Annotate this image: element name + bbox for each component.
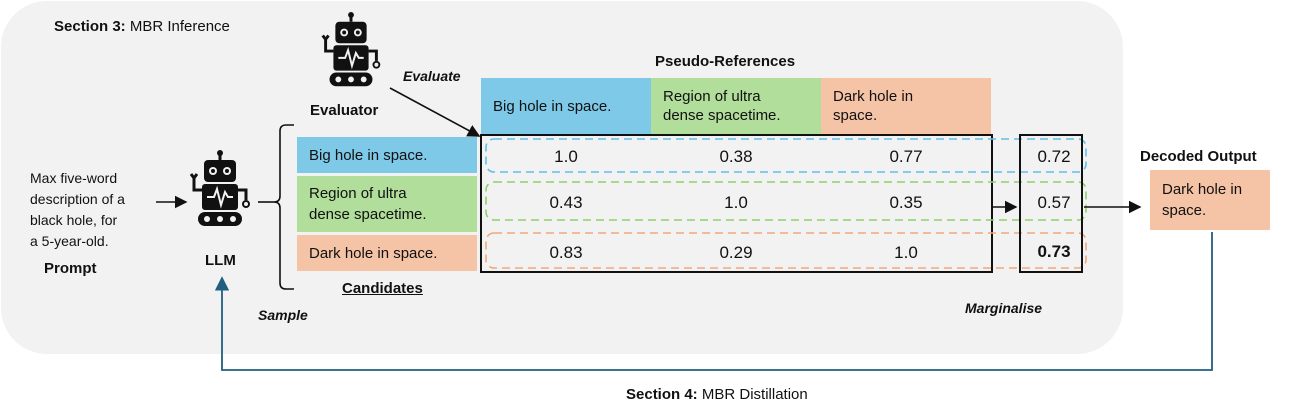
matrix-value: 0.83 — [549, 243, 583, 262]
llm-caption: LLM — [205, 252, 236, 269]
reference-box: Big hole in space. — [481, 78, 651, 134]
score-value: 0.57 — [1037, 193, 1071, 212]
candidates-caption: Candidates — [342, 280, 423, 297]
decoded-output-title: Decoded Output — [1140, 148, 1257, 165]
distillation-loop-arrow — [214, 232, 1213, 371]
prompt-caption: Prompt — [44, 260, 97, 277]
matrix-value: 1.0 — [724, 193, 748, 212]
candidate-text: Region of ultra — [309, 185, 407, 202]
utility-matrix-frame — [480, 134, 993, 273]
matrix-value: 0.38 — [719, 147, 753, 166]
decoded-text: space. — [1162, 202, 1207, 219]
matrix-value: 0.29 — [719, 243, 753, 262]
decoded-text: Dark hole in — [1162, 181, 1243, 198]
reference-text: space. — [833, 107, 878, 124]
matrix-value: 0.35 — [889, 193, 923, 212]
candidates-bracket — [273, 124, 294, 290]
prompt-line: black hole, for — [30, 212, 118, 228]
matrix-value: 0.77 — [889, 147, 923, 166]
evaluator-robot-icon — [321, 12, 381, 87]
reference-text: dense spacetime. — [663, 107, 781, 124]
score-value: 0.72 — [1037, 147, 1071, 166]
section4-title: Section 4: MBR Distillation — [626, 386, 808, 403]
evaluate-arrow — [389, 87, 481, 137]
prompt-line: Max five-word — [30, 170, 118, 186]
marginalise-label: Marginalise — [965, 300, 1043, 316]
reference-box: Region of ultra dense spacetime. — [651, 78, 821, 134]
candidate-text: Dark hole in space. — [309, 244, 438, 262]
mbr-inference-panel — [1, 1, 1123, 354]
row-highlight-blue — [485, 138, 1087, 173]
section4-name: MBR Distillation — [701, 386, 808, 403]
reference-box: Dark hole in space. — [821, 78, 991, 134]
candidate-text: dense spacetime. — [309, 206, 427, 223]
robot-icon — [189, 150, 250, 226]
candidate-box: Big hole in space. — [297, 137, 477, 173]
pseudo-references-title: Pseudo-References — [655, 53, 796, 70]
matrix-value: 1.0 — [554, 147, 578, 166]
matrix-value: 1.0 — [894, 243, 918, 262]
row-highlight-orange — [485, 232, 1087, 269]
prompt-text: Max five-word description of a black hol… — [30, 168, 125, 252]
score-column-frame — [1019, 134, 1083, 273]
matrix-value: 0.43 — [549, 193, 583, 212]
reference-text: Region of ultra — [663, 88, 761, 105]
section3-label: Section 3: — [54, 18, 126, 35]
row-highlight-green — [485, 181, 1087, 221]
candidate-box: Region of ultra dense spacetime. — [297, 176, 477, 232]
sample-label: Sample — [258, 307, 308, 323]
decoded-output-box: Dark hole in space. — [1150, 170, 1270, 230]
best-score-value: 0.73 — [1037, 242, 1071, 261]
prompt-line: a 5-year-old. — [30, 233, 109, 249]
prompt-line: description of a — [30, 191, 125, 207]
candidate-text: Big hole in space. — [309, 146, 428, 164]
candidate-box: Dark hole in space. — [297, 235, 477, 271]
evaluator-caption: Evaluator — [310, 102, 379, 119]
section3-name: MBR Inference — [129, 18, 230, 35]
reference-text: Big hole in space. — [493, 97, 612, 115]
section3-title: Section 3: MBR Inference — [54, 18, 230, 35]
evaluate-label: Evaluate — [403, 68, 461, 84]
reference-text: Dark hole in — [833, 88, 914, 105]
section4-label: Section 4: — [626, 386, 698, 403]
